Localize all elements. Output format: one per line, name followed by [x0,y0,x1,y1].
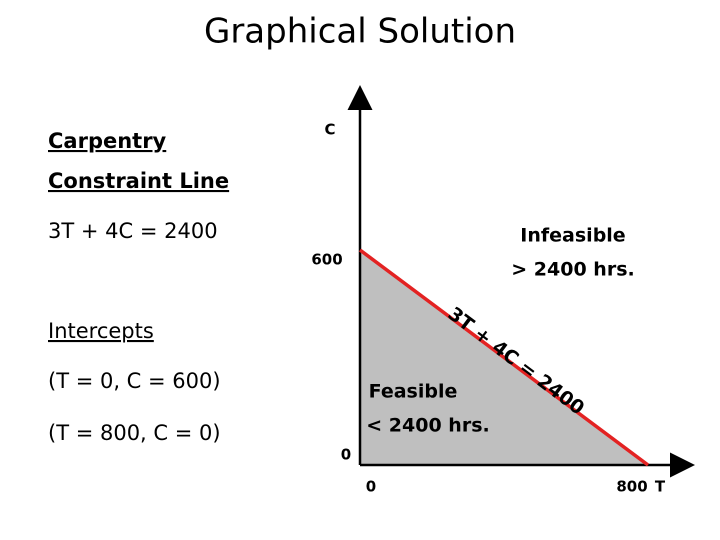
intercepts-heading: Intercepts [48,319,154,343]
heading: Constraint Line [48,169,229,193]
infeasible-label: > 2400 hrs. [511,259,634,281]
feasible-label: < 2400 hrs. [366,415,489,437]
feasible-label: Feasible [369,381,458,403]
heading: Carpentry [48,129,167,153]
y-axis-label: C [324,121,335,139]
constraint-line [358,248,650,467]
equation: 3T + 4C = 2400 [48,219,218,243]
origin-label: 0 [341,446,351,464]
title: Graphical Solution [204,12,516,52]
x-tick-label: 800 [616,478,647,496]
y-tick-label: 600 [311,251,342,269]
x-axis-label: T [655,478,666,496]
intercept: (T = 800, C = 0) [48,421,221,445]
origin-label: 0 [366,478,376,496]
infeasible-label: Infeasible [520,225,625,247]
intercept: (T = 0, C = 600) [48,369,221,393]
